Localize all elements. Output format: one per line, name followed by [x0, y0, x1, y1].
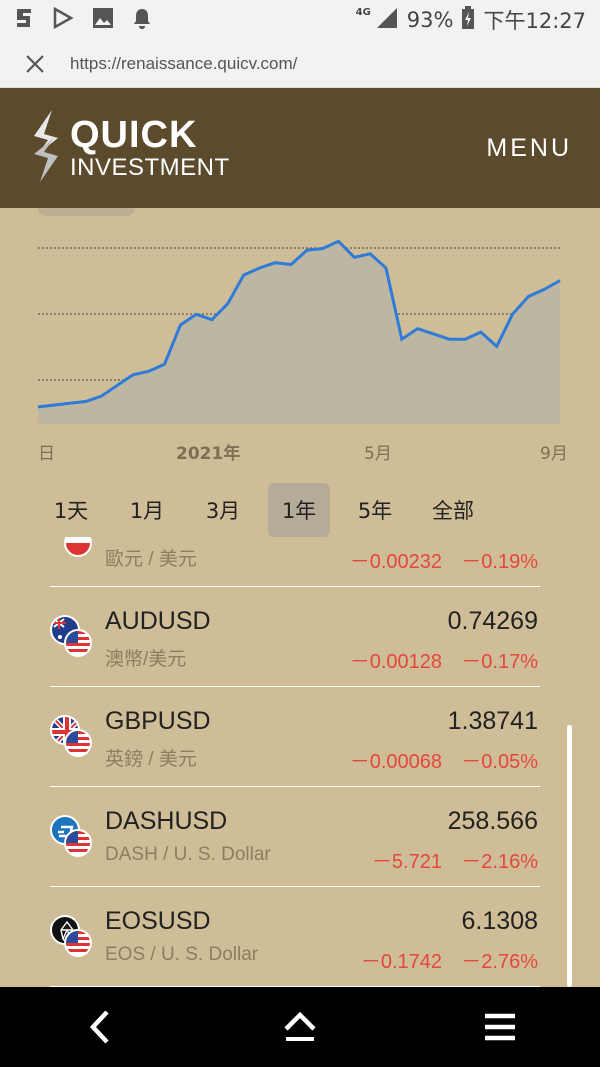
clock: 下午12:27: [483, 9, 586, 33]
browser-nav-bar: [0, 987, 600, 1067]
list-scrollbar[interactable]: [567, 725, 572, 987]
x-tick-label: 日: [38, 444, 55, 464]
quote-row-audusd[interactable]: AUDUSD 澳幣/美元 0.74269 －0.00128 －0.17%: [50, 587, 540, 687]
quote-symbol: EOSUSD: [105, 907, 211, 935]
quote-name: DASH / U. S. Dollar: [105, 844, 271, 865]
quote-row-eurusd[interactable]: 歐元 / 美元 －0.00232 －0.19%: [50, 537, 540, 587]
eos-coin-icon: [50, 915, 94, 959]
price-chart: 日 2021年 5月 9月: [0, 208, 600, 473]
period-3m-button[interactable]: 3月: [205, 499, 241, 523]
x-tick-label: 9月: [540, 444, 568, 464]
period-1d-button[interactable]: 1天: [53, 499, 89, 523]
quote-price: 0.74269: [447, 607, 538, 635]
x-tick-label: 2021年: [176, 444, 241, 464]
gbp-flag-icon: [50, 715, 94, 759]
quote-change: －0.1742: [360, 951, 442, 973]
chart-series-line: [37, 239, 561, 409]
notification-bell-icon: [132, 7, 152, 33]
chart-svg: [37, 239, 561, 424]
quote-change: －0.00068: [349, 751, 442, 773]
quote-row-dashusd[interactable]: DASHUSD DASH / U. S. Dollar 258.566 －5.7…: [50, 787, 540, 887]
browser-url-bar: https://renaissance.quicv.com/: [0, 40, 600, 88]
quote-name: 英鎊 / 美元: [105, 749, 197, 770]
quote-name: EOS / U. S. Dollar: [105, 944, 259, 965]
quote-list: 歐元 / 美元 －0.00232 －0.19% AUDUSD 澳幣/美元 0.7…: [50, 537, 540, 987]
period-5y-button[interactable]: 5年: [357, 499, 393, 523]
play-store-icon: [52, 6, 74, 33]
scroll-top-button[interactable]: [260, 987, 340, 1067]
chart-tab-stub: [38, 208, 135, 216]
period-selector: 1天 1月 3月 1年 5年 全部: [40, 483, 500, 537]
quote-percent: －0.05%: [461, 751, 538, 773]
hamburger-menu-icon[interactable]: [460, 987, 540, 1067]
x-tick-label: 5月: [364, 444, 392, 464]
site-header: QUICK INVESTMENT MENU: [0, 88, 600, 208]
close-icon[interactable]: [18, 47, 52, 81]
quote-symbol: AUDUSD: [105, 607, 211, 635]
battery-charging-icon: [461, 5, 475, 35]
chart-area-fill: [38, 241, 560, 424]
quote-price: 258.566: [447, 807, 538, 835]
app-notification-icon: [14, 7, 34, 33]
quote-price: 1.38741: [447, 707, 538, 735]
logo-investment-text: INVESTMENT: [70, 154, 230, 181]
gallery-icon: [92, 7, 114, 33]
quote-name: 歐元 / 美元: [105, 549, 197, 570]
quote-row-gbpusd[interactable]: GBPUSD 英鎊 / 美元 1.38741 －0.00068 －0.05%: [50, 687, 540, 787]
period-1y-button[interactable]: 1年: [268, 483, 330, 537]
signal-icon: [375, 7, 399, 34]
quote-change: －5.721: [371, 851, 442, 873]
quote-name: 澳幣/美元: [105, 649, 187, 670]
quote-percent: －0.19%: [461, 551, 538, 573]
quote-change: －0.00232: [349, 551, 442, 573]
quote-price: 6.1308: [461, 907, 538, 935]
status-bar: 4G 93% 下午12:27: [0, 0, 600, 40]
quote-percent: －2.76%: [461, 951, 538, 973]
eur-flag-icon: [50, 537, 94, 559]
quote-symbol: GBPUSD: [105, 707, 211, 735]
logo-quick-text: QUICK: [70, 114, 198, 156]
battery-percent: 93%: [406, 8, 454, 32]
logo[interactable]: QUICK INVESTMENT: [28, 108, 230, 188]
quote-row-eosusd[interactable]: EOSUSD EOS / U. S. Dollar 6.1308 －0.1742…: [50, 887, 540, 987]
menu-button[interactable]: MENU: [486, 133, 572, 162]
period-1m-button[interactable]: 1月: [129, 499, 165, 523]
quote-symbol: DASHUSD: [105, 807, 228, 835]
dash-coin-icon: [50, 815, 94, 859]
period-all-button[interactable]: 全部: [432, 499, 474, 523]
quote-percent: －2.16%: [461, 851, 538, 873]
network-type: 4G: [355, 6, 371, 18]
back-button[interactable]: [60, 987, 140, 1067]
quote-change: －0.00128: [349, 651, 442, 673]
url-text[interactable]: https://renaissance.quicv.com/: [70, 53, 298, 73]
logo-mark-icon: [28, 108, 64, 188]
aud-flag-icon: [50, 615, 94, 659]
quote-percent: －0.17%: [461, 651, 538, 673]
